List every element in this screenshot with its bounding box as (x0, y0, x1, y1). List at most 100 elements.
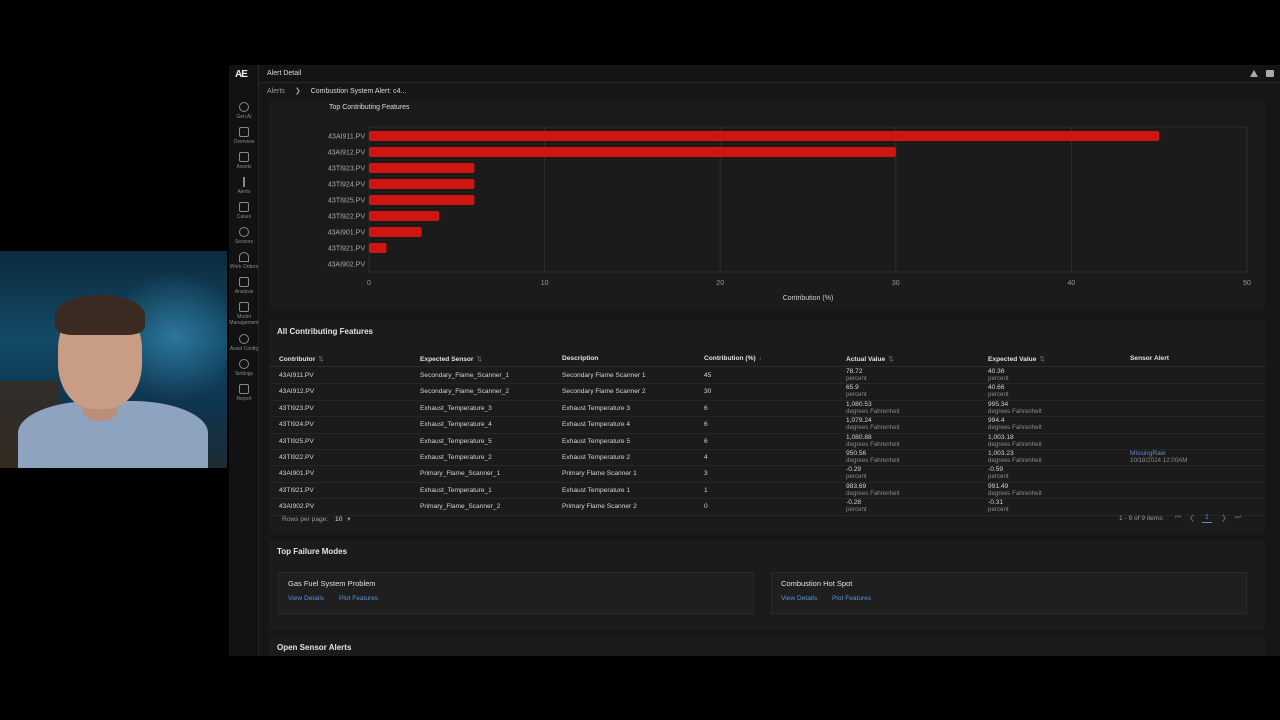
cell-contributor: 43AI901.PV (279, 470, 315, 478)
page-number-current[interactable]: 1 (1202, 514, 1212, 523)
table-row[interactable]: 43AI902.PV Primary_Flame_Scanner_2 Primary… (269, 499, 1265, 516)
app-logo[interactable]: AE (235, 69, 248, 80)
cell-contributor: 43AI912.PV (279, 388, 315, 396)
sidebar-item-asset-config[interactable]: Asset Config (229, 334, 259, 352)
sidebar-item-gen-ai[interactable]: Gen AI (229, 102, 259, 120)
page-range: 1 - 9 of 9 items (1119, 515, 1163, 522)
table-row[interactable]: 43TI921.PV Exhaust_Temperature_1 Exhaust T… (269, 483, 1265, 500)
header-contribution[interactable]: Contribution (%) ↓ (704, 355, 762, 362)
triangle-icon (239, 252, 249, 262)
cell-expected-value: 40.66 percent (988, 384, 1009, 398)
failure-mode-name: Combustion Hot Spot (781, 579, 853, 588)
warning-icon[interactable] (1250, 70, 1258, 77)
y-category-label: 43TI921.PV (328, 246, 365, 253)
x-tick-label: 30 (892, 280, 900, 287)
plot-features-link[interactable]: Plot Features (339, 595, 379, 602)
table-row[interactable]: 43TI924.PV Exhaust_Temperature_4 Exhaust T… (269, 417, 1265, 434)
sidebar-item-settings[interactable]: Settings (229, 359, 259, 377)
y-category-label: 43TI924.PV (328, 182, 365, 189)
prev-page-icon[interactable]: ❮ (1189, 515, 1195, 522)
cell-expected-value: 1,003.23 degrees Fahrenheit (988, 450, 1042, 464)
cell-contribution: 6 (704, 437, 708, 445)
failure-mode-name: Gas Fuel System Problem (288, 579, 376, 588)
sidebar-item-overview[interactable]: Overview (229, 127, 259, 145)
actual-unit: degrees Fahrenheit (846, 457, 900, 464)
first-page-icon[interactable]: ⏮ (1175, 514, 1182, 521)
cell-contribution: 3 (704, 470, 708, 478)
sidebar-item-alerts[interactable]: Alerts (229, 177, 259, 195)
header-expected-value[interactable]: Expected Value ⇅ (988, 355, 1045, 363)
last-page-icon[interactable]: ⏭ (1235, 514, 1242, 521)
top-contributing-features-chart: Top Contributing Features 0 10 20 30 40 50 43A… (269, 101, 1265, 309)
chevron-down-icon[interactable]: ▾ (347, 516, 351, 523)
sensor-alert-link[interactable]: MissingRaw (1130, 450, 1166, 457)
table-row[interactable]: 43TI922.PV Exhaust_Temperature_2 Exhaust T… (269, 450, 1265, 467)
view-details-link[interactable]: View Details (288, 595, 325, 602)
cell-expected-value: 40.36 percent (988, 368, 1009, 382)
view-details-link[interactable]: View Details (781, 595, 818, 602)
cell-actual-value: 983.69 degrees Fahrenheit (846, 483, 900, 497)
next-page-icon[interactable]: ❯ (1221, 515, 1227, 522)
expected-unit: degrees Fahrenheit (988, 457, 1042, 464)
expected-value: 40.36 (988, 368, 1005, 375)
rows-per-page-select[interactable]: 10 (335, 516, 343, 523)
sidebar-item-sensors[interactable]: Sensors (229, 227, 259, 245)
header-label: Expected Sensor (420, 356, 474, 363)
folder-icon[interactable] (1266, 70, 1274, 77)
cell-expected-sensor: Exhaust_Temperature_5 (420, 437, 492, 445)
cell-expected-sensor: Exhaust_Temperature_3 (420, 404, 492, 412)
expected-unit: degrees Fahrenheit (988, 424, 1042, 432)
sidebar-item-label: Work Orders (229, 264, 259, 270)
exclamation-icon (243, 177, 245, 187)
sort-icon: ⇅ (888, 356, 894, 363)
x-tick-label: 10 (541, 280, 549, 287)
table-row[interactable]: 43AI901.PV Primary_Flame_Scanner_1 Primary… (269, 466, 1265, 483)
table-row[interactable]: 43AI912.PV Secondary_Flame_Scanner_2 Secon… (269, 384, 1265, 401)
sidebar-item-label: Settings (234, 371, 254, 377)
actual-value: -0.29 (846, 466, 862, 474)
x-axis-title: Contribution (%) (783, 295, 834, 302)
sidebar-item-label-line2: Management (229, 320, 259, 326)
header-contributor[interactable]: Contributor ⇅ (279, 355, 324, 363)
bar (369, 147, 896, 157)
actual-value: 65.9 (846, 384, 859, 392)
bar (369, 195, 475, 205)
app-window: AE Gen AI Overview Assets Alerts Cases (229, 65, 1280, 656)
sidebar: AE Gen AI Overview Assets Alerts Cases (229, 65, 259, 656)
table-row[interactable]: 43TI923.PV Exhaust_Temperature_3 Exhaust T… (269, 401, 1265, 418)
briefcase-icon (239, 202, 249, 212)
expected-value: 40.66 (988, 384, 1005, 392)
cell-contributor: 43AI911.PV (279, 372, 314, 379)
header-expected-sensor[interactable]: Expected Sensor ⇅ (420, 355, 482, 363)
y-category-label: 43AI911.PV (328, 134, 365, 141)
sensor-alert-time: 10/18/2024 12:00AM (1130, 457, 1188, 464)
sidebar-item-model-management[interactable]: Model Management (229, 302, 259, 326)
cell-contribution: 6 (704, 404, 708, 412)
sidebar-item-analysis[interactable]: Analysis (229, 277, 259, 295)
sidebar-item-assets[interactable]: Assets (229, 152, 259, 170)
plot-features-link[interactable]: Plot Features (832, 595, 872, 602)
expected-unit: percent (988, 375, 1009, 382)
cell-description: Exhaust Temperature 3 (562, 404, 631, 412)
sidebar-item-work-orders[interactable]: Work Orders (229, 252, 259, 270)
table-row[interactable]: 43AI911.PV Secondary_Flame_Scanner_1 Secon… (269, 368, 1265, 385)
actual-unit: percent (846, 473, 867, 481)
table-header-row: Contributor ⇅ Expected Sensor ⇅ Descriptio… (269, 353, 1265, 367)
search-icon (239, 102, 249, 112)
sidebar-item-report[interactable]: Report (229, 384, 259, 402)
cell-expected-value: -0.59 percent (988, 466, 1009, 480)
y-category-label: 43TI923.PV (328, 166, 365, 173)
cell-contribution: 6 (704, 421, 708, 429)
chevron-right-icon: ❯ (294, 88, 301, 95)
sidebar-item-cases[interactable]: Cases (229, 202, 259, 220)
expected-value: 991.49 (988, 482, 1009, 490)
expected-value: -0.59 (988, 466, 1004, 474)
webcam-video (0, 251, 227, 468)
cell-contributor: 43AI902.PV (279, 503, 315, 511)
cell-expected-value: 991.49 degrees Fahrenheit (988, 483, 1042, 497)
table-row[interactable]: 43TI925.PV Exhaust_Temperature_5 Exhaust T… (269, 434, 1265, 450)
header-actual-value[interactable]: Actual Value ⇅ (846, 355, 894, 363)
breadcrumb-alerts-link[interactable]: Alerts (267, 88, 285, 95)
bar-chart: 0 10 20 30 40 50 43AI911.PV 43AI912.PV 43TI923.P… (328, 126, 1251, 302)
